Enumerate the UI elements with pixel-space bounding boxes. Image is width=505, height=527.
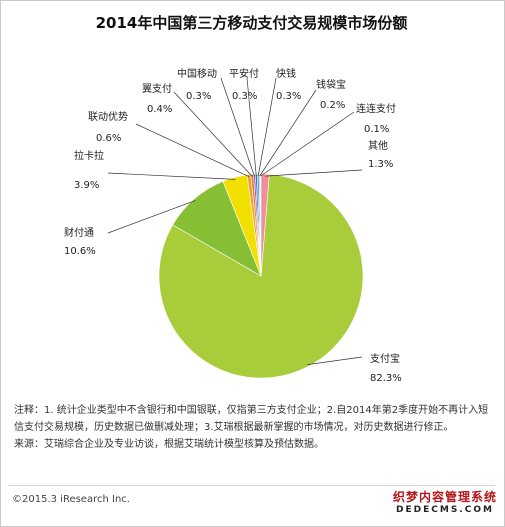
slice-value-label: 3.9% bbox=[74, 180, 99, 191]
slice-value-label: 0.4% bbox=[147, 104, 172, 115]
slice-name-label: 翼支付 bbox=[142, 82, 172, 95]
watermark-en-text: DEDECMS.COM bbox=[396, 505, 494, 515]
pie-slice-财付通 bbox=[172, 180, 262, 277]
leader-line-翼支付 bbox=[173, 91, 253, 177]
slice-name-label: 其他 bbox=[368, 139, 388, 152]
leader-line-财付通 bbox=[107, 200, 196, 234]
slice-name-label: 支付宝 bbox=[370, 352, 400, 365]
footer-divider bbox=[8, 485, 495, 486]
slice-name-label: 连连支付 bbox=[356, 102, 396, 115]
slice-value-label: 0.3% bbox=[186, 91, 211, 102]
chart-notes: 注释：1. 统计企业类型中不含银行和中国银联，仅指第三方支付企业；2.自2014… bbox=[14, 402, 494, 453]
leader-line-支付宝 bbox=[307, 356, 363, 365]
slice-name-label: 钱袋宝 bbox=[316, 78, 346, 91]
slice-value-label: 0.3% bbox=[276, 91, 301, 102]
slice-value-label: 0.6% bbox=[96, 133, 121, 144]
leader-line-钱袋宝 bbox=[259, 89, 317, 177]
chart-title: 2014年中国第三方移动支付交易规模市场份额 bbox=[95, 14, 408, 32]
slice-value-label: 82.3% bbox=[370, 373, 402, 384]
slice-value-label: 1.3% bbox=[368, 159, 393, 170]
slice-name-label: 中国移动 bbox=[177, 67, 217, 80]
slice-name-label: 快钱 bbox=[276, 67, 296, 80]
pie-chart: 支付宝 82.3% 财付通 10.6% 拉卡拉 3.9% 联动优势 0.6% 翼支付 0.4% 中国… bbox=[64, 67, 402, 384]
leader-line-联动优势 bbox=[135, 123, 250, 178]
slice-value-label: 10.6% bbox=[64, 246, 96, 257]
slice-name-label: 平安付 bbox=[229, 67, 259, 80]
leader-line-快钱 bbox=[257, 77, 277, 177]
slice-value-label: 0.2% bbox=[320, 100, 345, 111]
leader-line-其他 bbox=[265, 169, 363, 177]
slice-value-label: 0.1% bbox=[364, 124, 389, 135]
slice-name-label: 联动优势 bbox=[88, 110, 128, 123]
leader-line-平安付 bbox=[246, 77, 257, 177]
watermark-text: 织梦内容管理系统 bbox=[392, 490, 497, 504]
slice-name-label: 财付通 bbox=[64, 226, 94, 239]
slice-labels: 支付宝 82.3% 财付通 10.6% 拉卡拉 3.9% 联动优势 0.6% 翼支付 0.4% 中国… bbox=[64, 67, 402, 384]
source-text: 来源：艾瑞综合企业及专业访谈，根据艾瑞统计模型核算及预估数据。 bbox=[14, 439, 324, 450]
note-text: 注释：1. 统计企业类型中不含银行和中国银联，仅指第三方支付企业；2.自2014… bbox=[14, 405, 489, 433]
leader-lines bbox=[107, 77, 363, 365]
slice-name-label: 拉卡拉 bbox=[74, 149, 104, 162]
pie-slices bbox=[158, 173, 364, 379]
leader-line-拉卡拉 bbox=[107, 172, 236, 180]
leader-line-中国移动 bbox=[220, 77, 255, 177]
slice-value-label: 0.3% bbox=[232, 91, 257, 102]
copyright-text: ©2015.3 iResearch Inc. bbox=[12, 494, 130, 505]
watermark-logo: 织梦内容管理系统 DEDECMS.COM bbox=[393, 488, 497, 515]
leader-line-连连支付 bbox=[260, 111, 355, 177]
